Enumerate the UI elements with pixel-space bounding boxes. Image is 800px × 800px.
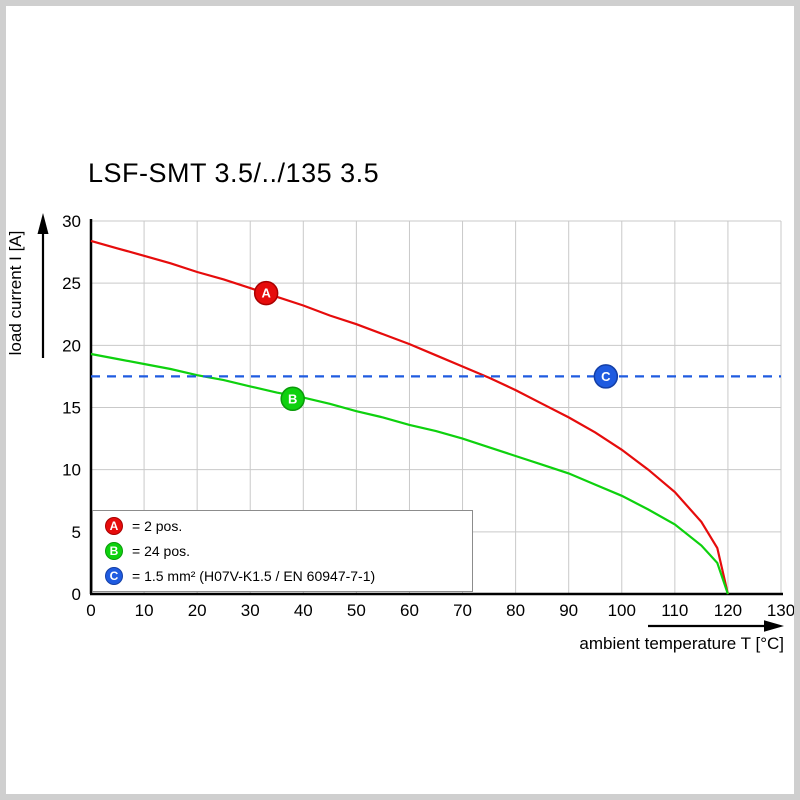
x-tick-label: 40 [294,601,313,620]
chart-title: LSF-SMT 3.5/../135 3.5 [88,158,380,188]
x-tick-label: 130 [767,601,795,620]
y-tick-label: 5 [72,523,81,542]
x-tick-label: 10 [135,601,154,620]
y-tick-label: 0 [72,585,81,604]
y-tick-label: 15 [62,399,81,418]
curve-a [90,239,729,595]
x-tick-label: 120 [714,601,742,620]
legend-badge-b: B [105,541,123,560]
x-tick-label: 30 [241,601,260,620]
chart-legend: A = 2 pos. B = 24 pos. C = 1.5 mm² (H07V… [92,510,473,592]
marker-b-letter: B [288,391,297,406]
legend-item-a: A = 2 pos. [105,517,466,536]
legend-badge-a: A [105,517,123,536]
chart: 0 10 20 30 40 50 60 70 80 90 100 110 120 130 0 5 10 15 20 2… [6,212,795,653]
y-tick-label: 10 [62,461,81,480]
y-tick-label: 30 [62,212,81,231]
y-axis-label: load current I [A] [6,231,25,356]
y-tick-label: 25 [62,274,81,293]
x-tick-label: 90 [559,601,578,620]
y-tick-label: 20 [62,336,81,355]
marker-c-letter: C [601,369,611,384]
legend-item-c: C = 1.5 mm² (H07V-K1.5 / EN 60947-7-1) [105,566,466,585]
legend-label-b: = 24 pos. [132,542,190,559]
marker-a-letter: A [261,286,271,301]
legend-badge-c-letter: C [109,568,119,583]
legend-badge-b-letter: B [109,543,119,558]
marker-a [253,280,279,306]
x-tick-label: 60 [400,601,419,620]
x-tick-label: 70 [453,601,472,620]
legend-badge-c: C [105,566,123,585]
x-tick-label: 20 [188,601,207,620]
x-tick-label: 100 [608,601,636,620]
curve-b [90,352,729,595]
y-axis-arrow-head [37,213,49,234]
marker-c [593,364,619,389]
legend-label-a: = 2 pos. [132,518,183,535]
x-tick-label: 50 [347,601,366,620]
x-tick-label: 80 [506,601,525,620]
legend-label-c: = 1.5 mm² (H07V-K1.5 / EN 60947-7-1) [132,567,376,584]
x-tick-label: 110 [661,601,688,620]
legend-badge-a-letter: A [109,519,119,534]
x-axis-label: ambient temperature T [°C] [579,634,784,653]
marker-b [280,386,305,412]
x-axis-arrow-head [764,620,784,632]
legend-item-b: B = 24 pos. [105,541,466,560]
x-tick-label: 0 [86,601,95,620]
